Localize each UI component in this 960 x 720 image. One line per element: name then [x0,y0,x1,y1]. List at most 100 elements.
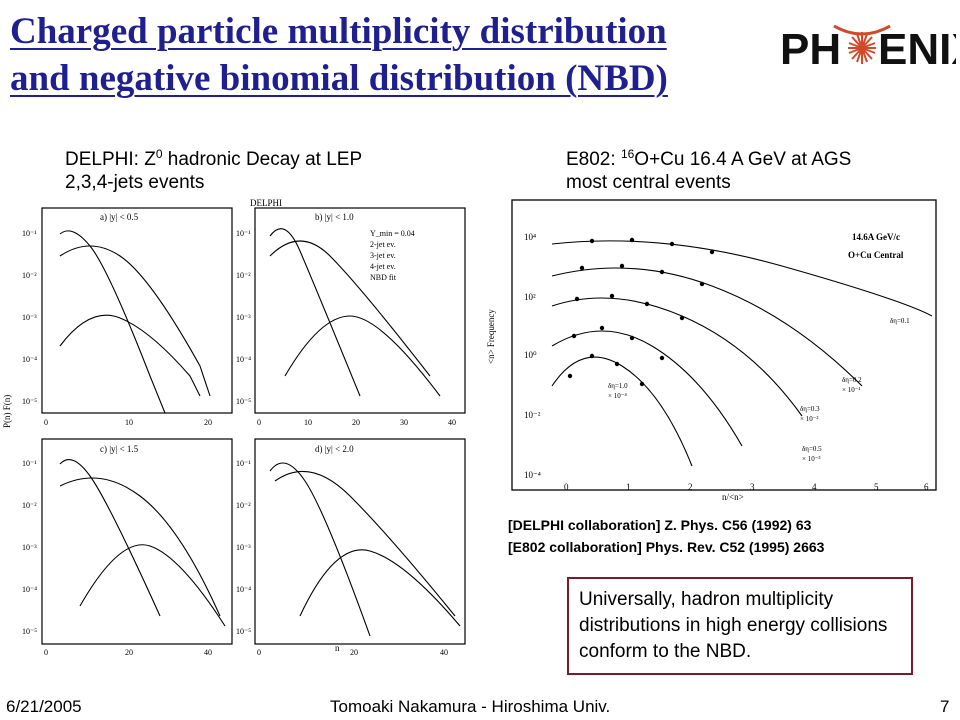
e802-ylabel: <n> Frequency [486,309,496,364]
e802-annotations: δη=0.1 δη=0.2 × 10⁻¹ δη=0.3 × 10⁻² δη=0.… [608,317,910,463]
svg-text:10⁻⁵: 10⁻⁵ [236,397,251,406]
svg-text:3-jet ev.: 3-jet ev. [370,251,396,260]
svg-text:10: 10 [125,418,133,427]
reference-e802: [E802 collaboration] Phys. Rev. C52 (199… [508,539,825,555]
references: [DELPHI collaboration] Z. Phys. C56 (199… [508,514,824,558]
delphi-figure: DELPHI P(n) F(n) n a) |y| < 0.5 b) |y| <… [0,196,478,656]
svg-text:10⁻²: 10⁻² [22,271,37,280]
logo-text-right: ENIX [878,25,956,74]
svg-text:0: 0 [257,648,261,656]
e802-figure: <n> Frequency n/<n> 10⁴ 10² 10⁰ 10⁻² 10⁻… [482,196,958,502]
svg-text:10⁻¹: 10⁻¹ [22,459,37,468]
svg-text:10⁻¹: 10⁻¹ [22,229,37,238]
svg-text:2-jet ev.: 2-jet ev. [370,240,396,249]
svg-text:10⁻³: 10⁻³ [22,543,37,552]
svg-text:20: 20 [352,418,360,427]
svg-text:10⁻³: 10⁻³ [236,313,251,322]
svg-text:O+Cu Central: O+Cu Central [848,250,904,260]
svg-text:20: 20 [204,418,212,427]
footer-author: Tomoaki Nakamura - Hiroshima Univ. [330,697,611,716]
svg-text:40: 40 [440,648,448,656]
svg-text:6: 6 [924,482,929,492]
svg-text:1: 1 [626,482,631,492]
delphi-panel-a-frame [41,207,233,414]
svg-text:10⁰: 10⁰ [524,350,537,360]
svg-text:δη=0.2: δη=0.2 [842,376,862,384]
delphi-caption: DELPHI: Z0 hadronic Decay at LEP 2,3,4-j… [65,147,363,193]
delphi-curves [59,228,461,637]
phenix-logo: PH ENIX [780,24,956,74]
svg-text:10⁻¹: 10⁻¹ [236,459,251,468]
svg-text:δη=0.1: δη=0.1 [890,317,910,325]
svg-text:δη=0.3: δη=0.3 [800,405,820,413]
svg-text:0: 0 [44,418,48,427]
title-line-1: Charged particle multiplicity distributi… [10,11,667,52]
e802-caption: E802: 16O+Cu 16.4 A GeV at AGS most cent… [566,147,852,193]
e802-curves [551,240,933,467]
e802-xlabel: n/<n> [722,492,744,502]
svg-text:10⁻⁵: 10⁻⁵ [22,397,37,406]
svg-text:10: 10 [304,418,312,427]
svg-text:10⁻²: 10⁻² [524,410,541,420]
e802-points [567,237,715,387]
e802-frame [511,199,937,491]
svg-text:Y_min = 0.04: Y_min = 0.04 [370,229,415,238]
svg-text:10⁻²: 10⁻² [236,271,251,280]
delphi-panel-b-frame [254,207,466,414]
svg-text:10⁻⁴: 10⁻⁴ [22,355,37,364]
svg-text:10⁻¹: 10⁻¹ [236,229,251,238]
svg-text:30: 30 [400,418,408,427]
svg-text:10⁻⁵: 10⁻⁵ [22,627,37,636]
svg-text:20: 20 [125,648,133,656]
svg-text:× 10⁻⁴: × 10⁻⁴ [608,392,627,400]
footer-date: 6/21/2005 [6,697,82,716]
svg-text:3: 3 [750,482,755,492]
panel-d-label: d) |y| < 2.0 [315,444,354,454]
panel-a-label: a) |y| < 0.5 [100,212,139,222]
svg-text:10⁻³: 10⁻³ [236,543,251,552]
svg-text:2: 2 [688,482,693,492]
svg-text:10⁻²: 10⁻² [236,501,251,510]
svg-text:10⁻⁴: 10⁻⁴ [524,470,541,480]
delphi-legend: Y_min = 0.04 2-jet ev. 3-jet ev. 4-jet e… [370,229,415,282]
delphi-ylabel: P(n) F(n) [2,395,12,428]
delphi-xlabel: n [335,643,340,653]
svg-text:4-jet ev.: 4-jet ev. [370,262,396,271]
svg-text:5: 5 [874,482,879,492]
reference-delphi: [DELPHI collaboration] Z. Phys. C56 (199… [508,517,812,533]
svg-text:0: 0 [564,482,569,492]
svg-text:10²: 10² [524,292,536,302]
svg-text:20: 20 [350,648,358,656]
logo-text-left: PH [780,25,841,74]
svg-text:10⁴: 10⁴ [524,232,536,242]
svg-text:10⁻⁴: 10⁻⁴ [236,585,251,594]
svg-text:DELPHI: DELPHI [250,198,282,208]
footer-page-number: 7 [940,697,950,716]
svg-text:4: 4 [812,482,817,492]
svg-text:0: 0 [44,648,48,656]
panel-b-label: b) |y| < 1.0 [315,212,354,222]
svg-text:10⁻⁵: 10⁻⁵ [236,627,251,636]
svg-text:δη=1.0: δη=1.0 [608,382,628,390]
svg-text:0: 0 [257,418,261,427]
panel-c-label: c) |y| < 1.5 [100,444,139,454]
svg-text:10⁻²: 10⁻² [22,501,37,510]
slide-title: Charged particle multiplicity distributi… [10,8,770,102]
svg-text:14.6A GeV/c: 14.6A GeV/c [852,232,900,242]
svg-text:NBD fit: NBD fit [370,273,397,282]
title-line-2: and negative binomial distribution (NBD) [10,58,668,99]
svg-text:× 10⁻¹: × 10⁻¹ [842,386,861,394]
svg-text:10⁻⁴: 10⁻⁴ [236,355,251,364]
svg-text:× 10⁻³: × 10⁻³ [802,455,821,463]
e802-inset: 14.6A GeV/c O+Cu Central [848,232,904,260]
svg-text:δη=0.5: δη=0.5 [802,445,822,453]
delphi-panel-c-frame [41,438,233,645]
logo-star-icon [833,24,891,64]
svg-text:10⁻³: 10⁻³ [22,313,37,322]
svg-text:40: 40 [204,648,212,656]
conclusion-note: Universally, hadron multiplicity distrib… [567,577,913,675]
delphi-panel-d-frame [254,438,466,645]
svg-text:10⁻⁴: 10⁻⁴ [22,585,37,594]
svg-text:× 10⁻²: × 10⁻² [800,415,819,423]
svg-text:40: 40 [448,418,456,427]
